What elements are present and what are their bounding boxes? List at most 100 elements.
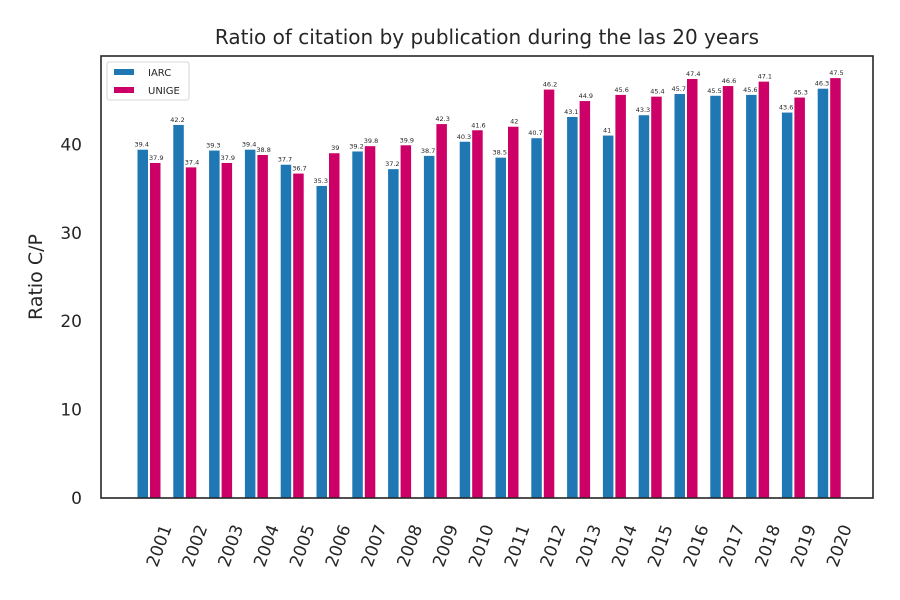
legend-swatch-unige [114,87,134,93]
x-tick-label-2008: 2008 [394,522,428,569]
bar-unige-2012 [543,89,555,498]
bar-unige-2018 [758,81,770,498]
data-label-unige-2004: 38.8 [256,146,270,154]
legend-label-iarc: IARC [148,68,171,79]
data-label-unige-2010: 41.6 [471,121,485,129]
x-tick-label-2015: 2015 [644,522,678,569]
bar-unige-2013 [579,101,591,498]
data-label-unige-2008: 39.9 [400,136,414,144]
bar-iarc-2012 [531,138,542,498]
bar-unige-2006 [329,153,340,499]
y-tick-label-30: 30 [60,224,82,244]
data-labels-group: 39.437.942.237.439.337.939.438.837.736.7… [135,69,844,185]
bar-iarc-2003 [209,150,220,498]
data-label-unige-2013: 44.9 [579,92,593,100]
bar-iarc-2010 [459,141,471,498]
data-label-iarc-2018: 45.6 [743,86,757,94]
data-label-iarc-2011: 38.5 [493,149,507,157]
x-tick-label-2004: 2004 [250,522,284,569]
bar-unige-2016 [687,78,698,498]
bar-iarc-2009 [423,155,435,498]
data-label-unige-2019: 45.3 [793,89,807,97]
bar-unige-2008 [400,145,412,498]
bar-unige-2004 [257,155,268,498]
x-tick-label-2020: 2020 [823,522,857,569]
x-tick-label-2019: 2019 [787,522,821,569]
x-tick-label-2018: 2018 [752,522,786,569]
legend-label-unige: UNIGE [148,86,180,97]
data-label-iarc-2002: 42.2 [170,116,184,124]
x-tick-label-2005: 2005 [286,522,320,569]
y-axis-label: Ratio C/P [25,234,47,320]
bar-unige-2014 [615,94,626,499]
x-tick-label-2007: 2007 [358,522,392,569]
data-label-iarc-2008: 37.2 [385,160,399,168]
x-tick-label-2017: 2017 [716,522,750,569]
x-tick-label-2013: 2013 [573,522,607,569]
x-tick-label-2016: 2016 [680,522,714,569]
bars-group [137,78,841,499]
bar-unige-2007 [364,146,376,499]
data-label-unige-2011: 42 [510,118,518,126]
data-label-iarc-2001: 39.4 [135,141,149,149]
bar-unige-2015 [651,96,662,498]
data-label-unige-2003: 37.9 [221,154,235,162]
data-label-unige-2015: 45.4 [650,88,664,96]
bar-iarc-2007 [352,151,363,498]
bar-iarc-2018 [746,94,757,499]
data-label-unige-2007: 39.8 [364,137,378,145]
bar-unige-2002 [185,167,197,498]
bar-iarc-2017 [710,95,721,498]
x-tick-label-2010: 2010 [465,522,499,569]
bar-unige-2001 [150,162,161,498]
data-label-unige-2017: 46.6 [722,77,736,85]
data-label-unige-2001: 37.9 [149,154,163,162]
data-label-iarc-2019: 43.6 [779,104,793,112]
bar-iarc-2014 [602,135,614,498]
x-tick-label-2006: 2006 [322,522,356,569]
data-label-iarc-2010: 40.3 [457,133,471,141]
data-label-unige-2012: 46.2 [543,81,557,89]
bar-iarc-2002 [173,124,184,498]
y-tick-label-0: 0 [71,489,82,509]
y-tick-label-40: 40 [60,135,82,155]
data-label-iarc-2013: 43.1 [564,108,578,116]
x-tick-label-2001: 2001 [143,522,177,569]
data-label-iarc-2003: 39.3 [206,142,220,150]
x-tick-label-2003: 2003 [215,522,249,569]
y-tick-label-20: 20 [60,312,82,332]
bar-unige-2017 [722,86,734,498]
data-label-unige-2014: 45.6 [614,86,628,94]
data-label-unige-2018: 47.1 [758,73,772,81]
data-label-iarc-2020: 46.3 [815,80,829,88]
bar-unige-2009 [436,124,447,498]
data-label-iarc-2006: 35.3 [314,177,328,185]
x-tick-label-2012: 2012 [537,522,571,569]
bar-unige-2019 [794,97,805,499]
data-label-iarc-2016: 45.7 [672,85,686,93]
data-label-unige-2020: 47.5 [829,69,843,77]
legend-swatch-iarc [114,69,134,75]
legend: IARC UNIGE [106,61,190,101]
data-label-iarc-2004: 39.4 [242,141,256,149]
bar-unige-2011 [508,126,519,498]
bar-unige-2010 [472,130,483,498]
bar-iarc-2001 [137,149,148,498]
data-label-iarc-2012: 40.7 [528,129,542,137]
x-tick-label-2014: 2014 [608,522,642,569]
data-label-iarc-2017: 45.5 [707,87,721,95]
bar-iarc-2004 [244,149,256,498]
bar-iarc-2019 [781,112,793,498]
bar-iarc-2020 [817,88,829,499]
bar-unige-2003 [221,162,233,498]
bar-iarc-2006 [316,185,327,498]
bar-iarc-2016 [674,94,685,498]
bar-iarc-2011 [495,157,506,498]
bar-iarc-2008 [388,169,399,498]
bar-iarc-2013 [567,117,578,498]
plot-frame [100,55,874,499]
data-label-unige-2016: 47.4 [686,70,700,78]
data-label-unige-2006: 39 [331,144,339,152]
